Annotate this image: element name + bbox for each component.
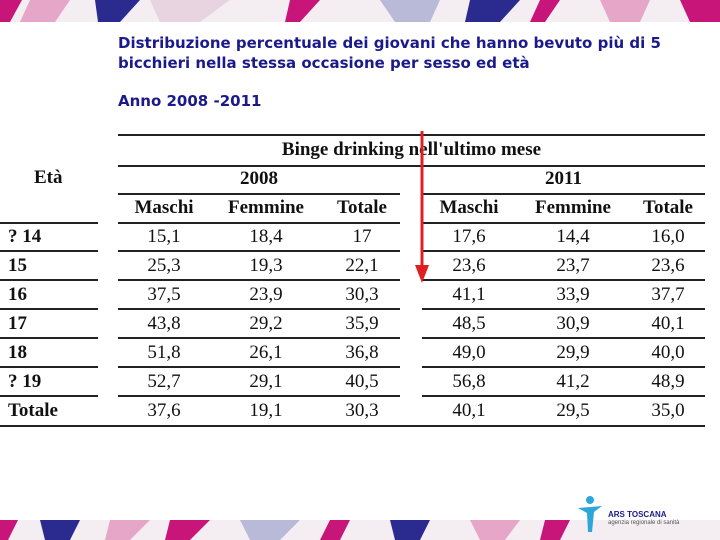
red-arrow-annotation (415, 131, 429, 283)
table-cell: 29,2 (249, 313, 283, 334)
table-cell: 25,3 (147, 255, 181, 276)
table-cell: 14,4 (556, 226, 590, 247)
table-rule-year-2008 (118, 193, 400, 195)
col-header-totale-2011: Totale (643, 197, 693, 218)
table-cell: 26,1 (249, 342, 283, 363)
row-rule (118, 395, 400, 397)
table-cell: 48,9 (651, 371, 685, 392)
row-rule (0, 337, 98, 339)
table-caption: Binge drinking nell'ultimo mese (281, 139, 542, 160)
table-rule-header-bottom-2011 (422, 222, 705, 224)
table-cell: 18,4 (249, 226, 283, 247)
table-cell: 23,6 (651, 255, 685, 276)
table-cell: 23,7 (556, 255, 590, 276)
table-cell: 16,0 (651, 226, 685, 247)
table-cell: 40,5 (345, 371, 379, 392)
year-2011: 2011 (545, 168, 582, 189)
table-rule-top (118, 134, 705, 136)
row-label: ? 14 (8, 226, 42, 247)
table-cell: 17,6 (452, 226, 486, 247)
slide-heading: Distribuzione percentuale dei giovani ch… (118, 33, 708, 110)
table-cell: 37,6 (147, 400, 181, 421)
table-rule-year-2011 (422, 193, 705, 195)
col-header-maschi-2008: Maschi (134, 197, 194, 218)
row-rule (0, 308, 98, 310)
row-rule (0, 366, 98, 368)
row-label: ? 19 (8, 371, 42, 392)
row-rule (422, 395, 705, 397)
table-cell: 48,5 (452, 313, 486, 334)
table-rule-caption (118, 165, 705, 167)
table-cell: 35,9 (345, 313, 379, 334)
logo-name: ARS TOSCANA (608, 510, 667, 519)
table-cell: 43,8 (147, 313, 181, 334)
table-cell: 37,5 (147, 284, 181, 305)
table-cell: 41,2 (556, 371, 590, 392)
table-rule-header-bottom-2008 (118, 222, 400, 224)
bottom-decorative-ribbon (0, 520, 720, 540)
logo-figure-icon (578, 496, 602, 532)
row-rule (118, 250, 400, 252)
table-cell: 15,1 (147, 226, 181, 247)
table-cell: 56,8 (452, 371, 486, 392)
table-rule-bottom (0, 425, 705, 427)
table-cell: 33,9 (556, 284, 590, 305)
table-cell: 29,1 (249, 371, 283, 392)
table-cell: 30,9 (556, 313, 590, 334)
top-decorative-ribbon (0, 0, 720, 22)
row-rule (118, 366, 400, 368)
binge-drinking-table: Binge drinking nell'ultimo mese Età 2008… (0, 134, 720, 434)
logo-tagline: agenzia regionale di sanità (608, 520, 680, 526)
table-cell: 29,5 (556, 400, 590, 421)
slide-title: Distribuzione percentuale dei giovani ch… (118, 34, 661, 72)
row-rule (118, 337, 400, 339)
table-cell: 35,0 (651, 400, 685, 421)
table-cell: 19,3 (249, 255, 283, 276)
col-header-femmine-2011: Femmine (535, 197, 611, 218)
row-rule (422, 279, 705, 281)
table-cell: 37,7 (651, 284, 685, 305)
row-rule (0, 279, 98, 281)
table-cell: 29,9 (556, 342, 590, 363)
row-label: Totale (8, 400, 58, 421)
row-rule (118, 279, 400, 281)
table-cell: 51,8 (147, 342, 181, 363)
table-cell: 41,1 (452, 284, 486, 305)
row-rule (422, 337, 705, 339)
table-cell: 30,3 (345, 400, 379, 421)
table-cell: 36,8 (345, 342, 379, 363)
row-rule (118, 308, 400, 310)
table-cell: 40,1 (651, 313, 685, 334)
row-rule (0, 250, 98, 252)
col-header-femmine-2008: Femmine (228, 197, 304, 218)
row-label: 16 (8, 284, 27, 305)
row-header-eta: Età (34, 167, 63, 188)
table-cell: 40,0 (651, 342, 685, 363)
table-cell: 22,1 (345, 255, 379, 276)
table-rule-header-bottom (0, 222, 98, 224)
row-label: 18 (8, 342, 27, 363)
row-rule (422, 308, 705, 310)
table-cell: 17 (352, 226, 372, 247)
col-header-maschi-2011: Maschi (439, 197, 499, 218)
table-cell: 23,6 (452, 255, 486, 276)
table-cell: 52,7 (147, 371, 181, 392)
table-cell: 49,0 (452, 342, 486, 363)
row-rule (422, 250, 705, 252)
table-cell: 40,1 (452, 400, 486, 421)
slide-subtitle: Anno 2008 -2011 (118, 92, 262, 110)
ars-toscana-logo: ARS TOSCANA agenzia regionale di sanità (576, 494, 686, 534)
row-label: 15 (8, 255, 27, 276)
col-header-totale-2008: Totale (337, 197, 387, 218)
year-2008: 2008 (240, 168, 278, 189)
table-cell: 23,9 (249, 284, 283, 305)
row-rule (422, 366, 705, 368)
table-cell: 30,3 (345, 284, 379, 305)
table-cell: 19,1 (249, 400, 283, 421)
row-rule (0, 395, 98, 397)
row-label: 17 (8, 313, 27, 334)
